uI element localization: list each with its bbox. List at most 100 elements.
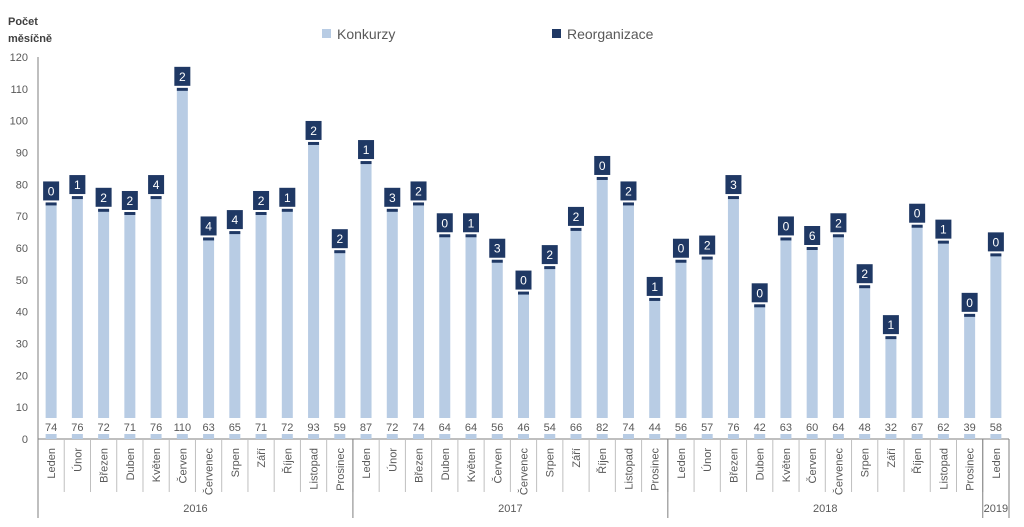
reorganizace-label-box [777, 216, 794, 236]
bar-value-strip [779, 418, 793, 434]
y-tick-label: 100 [10, 116, 28, 128]
konkurzy-value-label: 74 [412, 422, 424, 434]
konkurzy-value-label: 67 [911, 422, 923, 434]
reorganizace-value-label: 3 [730, 178, 737, 192]
y-tick-label: 20 [16, 370, 28, 382]
year-label: 2016 [183, 503, 207, 515]
x-tick-label: Únor [701, 448, 714, 472]
bar-reorganizace [124, 211, 136, 215]
bar-konkurzy [649, 298, 661, 439]
reorganizace-label-box [331, 229, 348, 249]
bar-value-strip [936, 418, 950, 434]
konkurzy-value-label: 66 [570, 422, 582, 434]
bar-konkurzy [675, 260, 687, 439]
bar-value-strip [726, 418, 740, 434]
reorganizace-value-label: 1 [940, 223, 947, 237]
x-tick-label: Září [571, 448, 583, 468]
bar-reorganizace [281, 208, 293, 212]
bar-reorganizace [885, 336, 897, 340]
reorganizace-value-label: 6 [809, 229, 816, 243]
reorganizace-value-label: 2 [546, 248, 553, 262]
konkurzy-value-label: 76 [150, 422, 162, 434]
konkurzy-value-label: 72 [97, 422, 109, 434]
bar-konkurzy [806, 248, 818, 439]
bar-konkurzy [885, 337, 897, 439]
konkurzy-value-label: 76 [727, 422, 739, 434]
reorganizace-value-label: 0 [966, 296, 973, 310]
reorganizace-value-label: 0 [756, 286, 763, 300]
y-tick-label: 110 [10, 84, 28, 96]
reorganizace-value-label: 0 [914, 207, 921, 221]
x-tick-label: Srpen [545, 448, 557, 477]
reorganizace-label-box [961, 292, 978, 312]
x-tick-label: Listopad [309, 448, 321, 490]
konkurzy-value-label: 39 [964, 422, 976, 434]
reorganizace-value-label: 4 [153, 178, 160, 192]
bar-reorganizace [45, 202, 57, 206]
bar-reorganizace [413, 202, 425, 206]
bar-konkurzy [124, 212, 136, 439]
reorganizace-value-label: 2 [861, 267, 868, 281]
konkurzy-value-label: 71 [124, 422, 136, 434]
konkurzy-value-label: 57 [701, 422, 713, 434]
y-axis-title-line2: měsíčně [8, 33, 53, 45]
bar-value-strip [175, 418, 189, 434]
bar-value-strip [543, 418, 557, 434]
konkurzy-value-label: 82 [596, 422, 608, 434]
bar-reorganizace [439, 234, 451, 238]
konkurzy-value-label: 60 [806, 422, 818, 434]
x-tick-label: Únor [71, 448, 84, 472]
bar-konkurzy [360, 162, 372, 440]
reorganizace-label-box [279, 187, 296, 207]
konkurzy-value-label: 74 [45, 422, 57, 434]
reorganizace-label-box [384, 187, 401, 207]
x-tick-label: Leden [991, 448, 1003, 479]
y-tick-label: 60 [16, 243, 28, 255]
reorganizace-label-box [253, 190, 270, 210]
reorganizace-label-box [620, 181, 637, 201]
bar-konkurzy [334, 251, 346, 439]
y-tick-label: 10 [16, 402, 28, 414]
bar-value-strip [123, 418, 137, 434]
y-tick-label: 0 [22, 434, 28, 446]
konkurzy-value-label: 56 [675, 422, 687, 434]
bar-value-strip [438, 418, 452, 434]
bar-konkurzy [98, 209, 110, 439]
x-tick-label: Březen [728, 448, 740, 483]
reorganizace-label-box [987, 232, 1004, 252]
bar-value-strip [202, 418, 216, 434]
konkurzy-value-label: 72 [281, 422, 293, 434]
bar-reorganizace [937, 240, 949, 244]
x-tick-label: Srpen [860, 448, 872, 477]
bar-konkurzy [990, 254, 1002, 439]
konkurzy-value-label: 64 [439, 422, 451, 434]
bar-konkurzy [229, 232, 241, 439]
bar-konkurzy [964, 314, 976, 439]
x-tick-label: Květen [151, 448, 163, 482]
x-tick-label: Srpen [230, 448, 242, 477]
bar-konkurzy [465, 235, 477, 439]
reorganizace-label-box [856, 264, 873, 284]
bar-konkurzy [176, 88, 188, 439]
reorganizace-value-label: 2 [100, 191, 107, 205]
bar-konkurzy [754, 305, 766, 439]
konkurzy-value-label: 76 [71, 422, 83, 434]
reorganizace-value-label: 2 [625, 184, 632, 198]
reorganizace-label-box [646, 276, 663, 296]
reorganizace-label-box [174, 66, 191, 86]
x-tick-label: Duben [440, 448, 452, 480]
konkurzy-value-label: 62 [937, 422, 949, 434]
bar-reorganizace [255, 211, 267, 215]
bar-value-strip [674, 418, 688, 434]
bar-reorganizace [544, 266, 556, 270]
reorganizace-value-label: 1 [468, 216, 475, 230]
x-tick-label: Leden [361, 448, 373, 479]
year-label: 2018 [813, 503, 837, 515]
bar-konkurzy [570, 228, 582, 439]
reorganizace-label-box [226, 210, 243, 230]
x-tick-label: Leden [676, 448, 688, 479]
bar-reorganizace [203, 237, 215, 241]
bar-reorganizace [701, 256, 713, 260]
x-tick-label: Září [256, 448, 268, 468]
year-label: 2017 [498, 503, 522, 515]
